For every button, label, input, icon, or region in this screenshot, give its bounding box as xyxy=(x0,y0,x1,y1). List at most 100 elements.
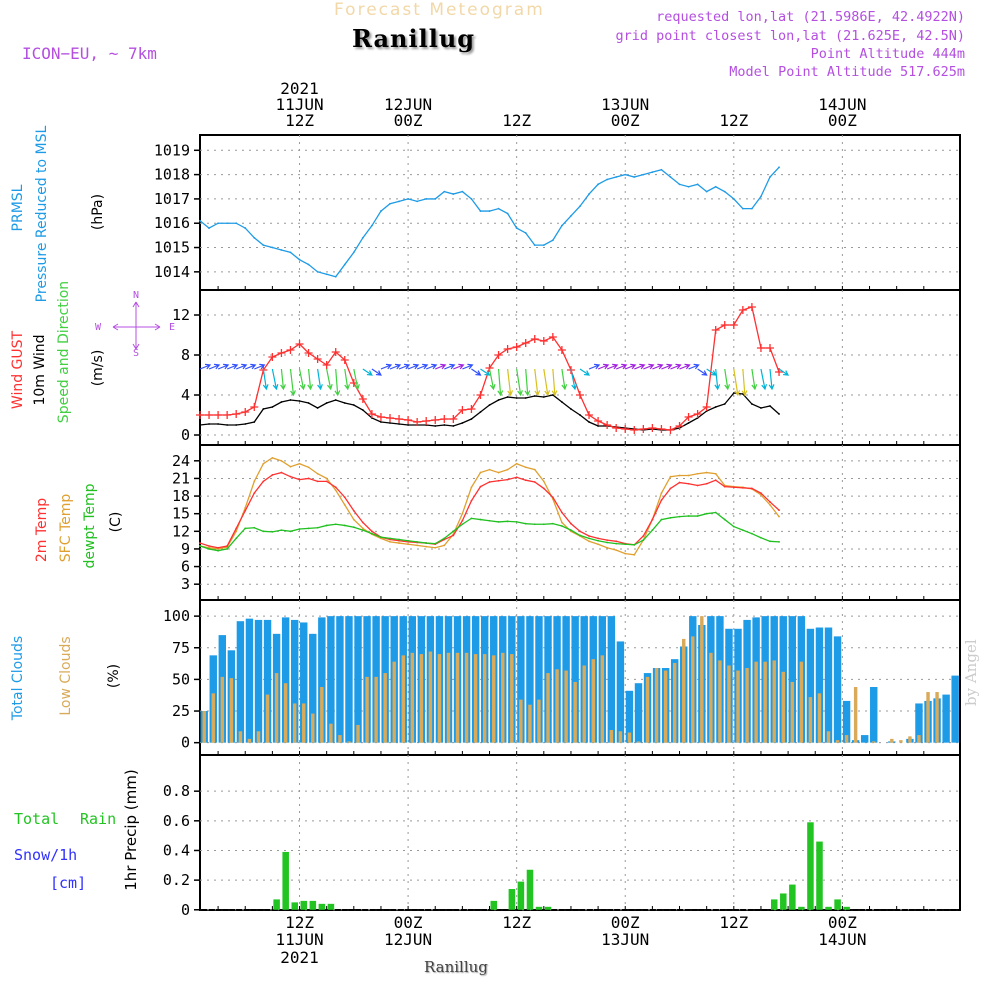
low-cloud-bar xyxy=(220,676,225,743)
low-cloud-bar xyxy=(329,723,333,743)
wind-speed-line-point xyxy=(488,404,491,406)
wind-direction-arrow xyxy=(407,363,420,370)
dewpt-line-point xyxy=(760,536,762,539)
gust-line-point xyxy=(431,416,440,424)
gust-line-point xyxy=(548,333,557,341)
wind-speed-line-point xyxy=(389,422,391,424)
dewpt-line-point xyxy=(253,526,256,529)
dewpt-line-point xyxy=(506,520,509,523)
pressure-line-point xyxy=(588,193,590,195)
wind-speed-line-point xyxy=(226,424,229,426)
sfc-temp-line-point xyxy=(425,545,428,548)
temp-2m-line-point xyxy=(597,537,599,540)
gust-line-point xyxy=(367,410,376,418)
sfc-temp-line-point xyxy=(316,472,319,475)
wind-direction-arrow xyxy=(670,363,682,370)
low-cloud-bar xyxy=(519,699,523,743)
compass-east: E xyxy=(169,322,175,333)
rain-bar xyxy=(526,869,534,910)
low-cloud-bar xyxy=(654,668,659,743)
gust-line-point xyxy=(711,326,720,334)
pressure-line-point xyxy=(352,251,355,254)
pressure-line-point xyxy=(244,227,247,229)
pressure-line-point xyxy=(199,219,201,222)
precip-legend-cm: [cm] xyxy=(50,874,86,892)
pressure-line-point xyxy=(316,270,319,273)
total-cloud-bar xyxy=(245,618,254,743)
low-cloud-bar xyxy=(365,676,369,743)
rain-bar xyxy=(309,900,317,910)
temp-2m-line-point xyxy=(606,539,609,542)
temp-2m-line-point xyxy=(561,511,563,514)
pressure-ytick-label: 1018 xyxy=(154,166,190,184)
dewpt-line-point xyxy=(488,519,491,522)
dewpt-line-point xyxy=(678,515,681,518)
wind-direction-arrow xyxy=(371,368,382,376)
rain-bar xyxy=(282,851,289,910)
dewpt-line-point xyxy=(361,529,364,532)
sfc-temp-line-point xyxy=(696,472,699,475)
dewpt-line-point xyxy=(416,540,419,543)
dewpt-line-point xyxy=(741,529,744,532)
temp-2m-line-point xyxy=(452,534,455,537)
wind-direction-arrow xyxy=(507,368,514,397)
gust-line-point xyxy=(603,421,612,429)
low-cloud-bar xyxy=(347,741,351,743)
low-cloud-bar xyxy=(899,740,903,743)
low-cloud-bar xyxy=(564,670,568,743)
sfc-temp-line-point xyxy=(343,503,346,506)
dewpt-line-point xyxy=(723,518,726,521)
wind-direction-arrow xyxy=(643,363,655,370)
gust-line-point xyxy=(376,413,385,421)
wind-speed-line-point xyxy=(398,423,400,425)
precip-legend-snow: Snow/1h xyxy=(14,846,77,864)
low-cloud-bar xyxy=(817,693,822,743)
footer-station: Ranillug xyxy=(424,958,488,976)
wind-speed-line-point xyxy=(407,424,409,426)
total-cloud-bar xyxy=(942,694,950,743)
top-time-label-date: 14JUN xyxy=(818,95,866,114)
sfc-temp-line-point xyxy=(352,518,355,521)
temp-2m-line-point xyxy=(588,535,590,537)
rain-bar xyxy=(300,900,308,910)
rain-bar xyxy=(789,884,796,910)
gust-line-point xyxy=(340,356,349,364)
pressure-line-point xyxy=(253,236,256,239)
wind-speed-line-point xyxy=(361,409,364,411)
sfc-temp-line-point xyxy=(633,553,636,556)
wind-speed-line-point xyxy=(280,401,283,403)
pressure-line-point xyxy=(479,210,482,212)
sfc-temp-line-point xyxy=(479,471,482,474)
total-cloud-bar xyxy=(309,633,317,743)
temp-2m-line-point xyxy=(615,540,618,543)
sfc-temp-line-point xyxy=(361,527,364,530)
gust-line-point xyxy=(422,417,431,425)
pressure-line-point xyxy=(226,222,229,225)
low-cloud-bar xyxy=(446,652,451,743)
temp-2m-line-point xyxy=(524,479,527,482)
low-cloud-bar xyxy=(311,713,315,743)
low-cloud-bar xyxy=(790,681,795,743)
total-cloud-bar xyxy=(788,616,797,743)
wind-speed-line-point xyxy=(253,421,256,423)
pressure-line xyxy=(199,166,780,278)
wind-speed-line-point xyxy=(470,418,473,420)
total-cloud-bar xyxy=(336,616,344,743)
pressure-line-point xyxy=(551,239,554,242)
gust-line-point xyxy=(630,426,639,434)
dewpt-line-point xyxy=(651,529,654,532)
wind-label-gust: Wind GUST xyxy=(10,330,26,409)
temperature-ytick-label: 3 xyxy=(181,575,190,593)
temp-2m-line-point xyxy=(497,479,500,482)
wind-speed-line-point xyxy=(380,421,382,423)
temp-2m-line-point xyxy=(298,478,301,481)
gust-line-point xyxy=(738,306,747,314)
wind-direction-arrow xyxy=(561,368,568,391)
temperature-ytick-label: 9 xyxy=(181,540,190,558)
sfc-temp-line-point xyxy=(769,503,771,506)
low-cloud-bar xyxy=(799,661,804,743)
pressure-line-point xyxy=(642,173,645,176)
dewpt-line-point xyxy=(325,524,328,527)
temp-label-sfc: SFC Temp xyxy=(58,494,74,563)
sfc-temp-line-point xyxy=(533,468,536,471)
